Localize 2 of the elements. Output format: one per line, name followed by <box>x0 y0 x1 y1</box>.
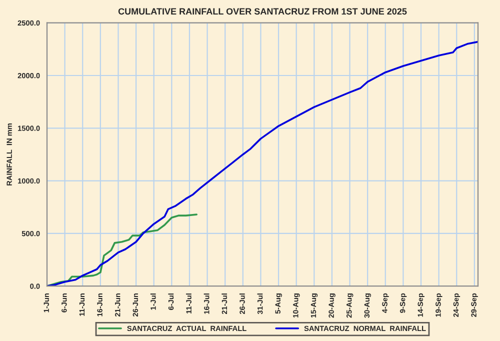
chart-title: CUMULATIVE RAINFALL OVER SANTACRUZ FROM 1ST JUNE 2025 <box>118 8 407 15</box>
line-series <box>47 214 198 286</box>
